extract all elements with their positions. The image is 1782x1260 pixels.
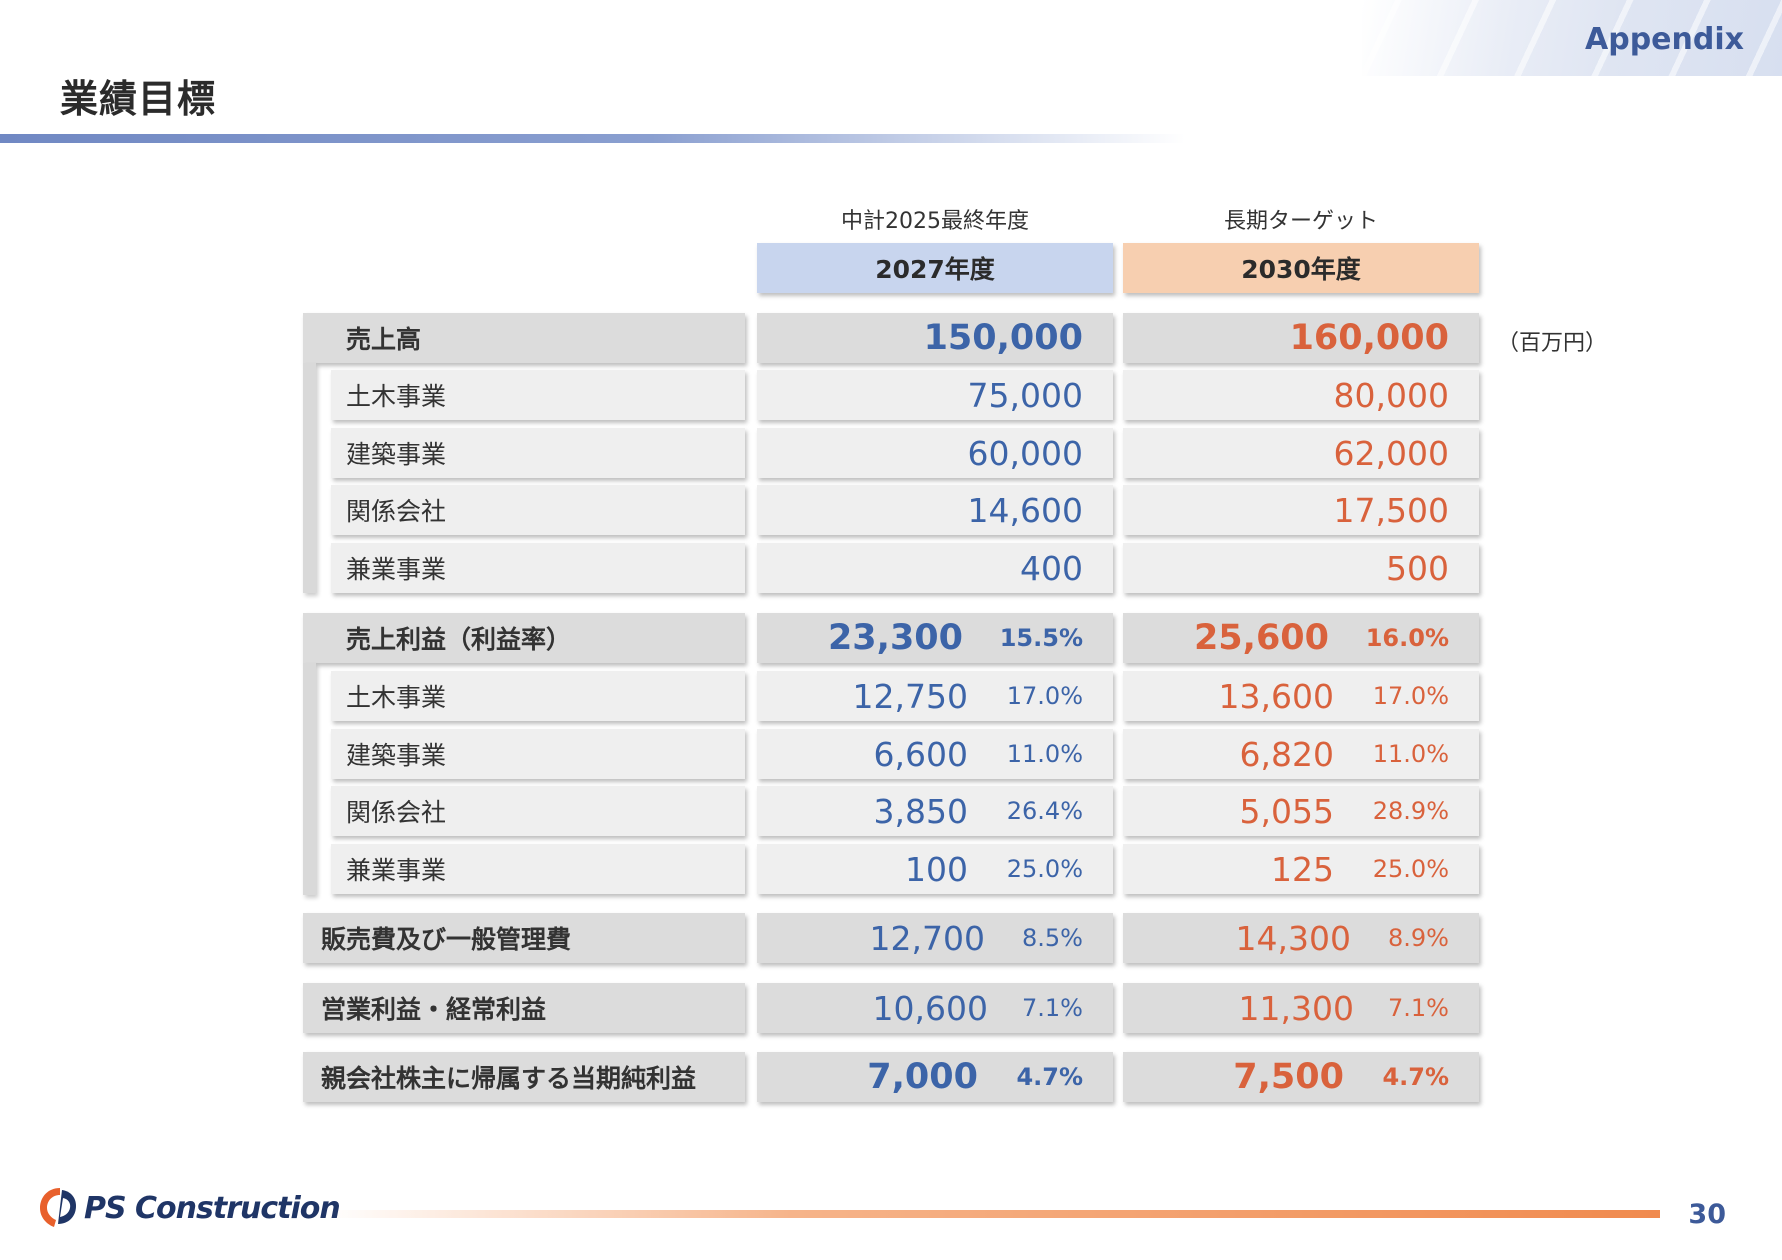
cell-sales-2027: 150,000 [757,313,1113,363]
cell-sales-building-2030: 62,000 [1123,428,1479,478]
cell-sales-affiliates-2030: 17,500 [1123,485,1479,535]
margin: 8.9% [1388,924,1449,952]
cell-sales-2030: 160,000 [1123,313,1479,363]
value: 23,300 [827,618,963,658]
cell-gross-other-2027: 100 25.0% [757,844,1113,894]
row-label-sales-building: 建築事業 [331,428,745,478]
margin: 28.9% [1372,797,1449,825]
row-label-operating-profit: 営業利益・経常利益 [303,983,745,1033]
page-number: 30 [1688,1199,1726,1230]
cell-gross-2027: 23,300 15.5% [757,613,1113,663]
margin: 4.7% [1382,1063,1449,1091]
value: 400 [1020,548,1083,588]
company-logo: PS Construction [38,1186,341,1230]
value: 13,600 [1218,676,1334,716]
margin: 15.5% [999,624,1083,652]
margin: 11.0% [1372,740,1449,768]
cell-gross-other-2030: 125 25.0% [1123,844,1479,894]
row-label-sales-other: 兼業事業 [331,543,745,593]
value: 75,000 [967,375,1083,415]
column-header-2027: 2027年度 [757,243,1113,293]
cell-sga-2030: 14,300 8.9% [1123,913,1479,963]
column-caption-2030: 長期ターゲット [1223,209,1378,234]
margin: 17.0% [1006,682,1083,710]
page-title: 業績目標 [60,77,217,121]
value: 11,300 [1238,988,1354,1028]
cell-gross-affiliates-2027: 3,850 26.4% [757,786,1113,836]
cell-operating-2030: 11,300 7.1% [1123,983,1479,1033]
logo-mark-icon [40,1188,76,1227]
value: 60,000 [967,433,1083,473]
row-label-net-income: 親会社株主に帰属する当期純利益 [303,1052,745,1102]
header-decoration [1362,0,1782,76]
value: 100 [905,849,968,889]
value: 7,500 [1233,1057,1344,1097]
value: 6,600 [873,734,968,774]
value: 14,300 [1235,918,1351,958]
company-name: PS Construction [84,1190,341,1226]
column-caption-2027: 中計2025最終年度 [841,209,1029,234]
row-label-sales: 売上高 [303,313,745,363]
unit-label: （百万円） [1497,331,1608,356]
row-label-sga: 販売費及び一般管理費 [303,913,745,963]
value: 6,820 [1239,734,1334,774]
cell-gross-2030: 25,600 16.0% [1123,613,1479,663]
cell-gross-civil-2027: 12,750 17.0% [757,671,1113,721]
value: 62,000 [1333,433,1449,473]
value: 7,000 [867,1057,978,1097]
cell-gross-building-2030: 6,820 11.0% [1123,729,1479,779]
footer-rule [325,1210,1660,1218]
value: 500 [1386,548,1449,588]
value: 5,055 [1239,791,1334,831]
row-label-sales-affiliates: 関係会社 [331,485,745,535]
value: 25,600 [1193,618,1329,658]
margin: 7.1% [1388,994,1449,1022]
row-label-gross-affiliates: 関係会社 [331,786,745,836]
value: 3,850 [873,791,968,831]
margin: 11.0% [1006,740,1083,768]
margin: 4.7% [1016,1063,1083,1091]
row-label-gross-profit: 売上利益（利益率） [303,613,745,663]
cell-sga-2027: 12,700 8.5% [757,913,1113,963]
value: 14,600 [967,490,1083,530]
value: 12,750 [852,676,968,716]
margin: 25.0% [1006,855,1083,883]
row-label-gross-other: 兼業事業 [331,844,745,894]
value: 12,700 [869,918,985,958]
cell-sales-building-2027: 60,000 [757,428,1113,478]
cell-gross-building-2027: 6,600 11.0% [757,729,1113,779]
value: 80,000 [1333,375,1449,415]
cell-sales-civil-2027: 75,000 [757,370,1113,420]
margin: 25.0% [1372,855,1449,883]
value: 150,000 [923,318,1083,358]
value: 17,500 [1333,490,1449,530]
margin: 16.0% [1365,624,1449,652]
cell-net-2030: 7,500 4.7% [1123,1052,1479,1102]
title-underline [0,134,1185,143]
cell-gross-civil-2030: 13,600 17.0% [1123,671,1479,721]
cell-sales-civil-2030: 80,000 [1123,370,1479,420]
margin: 7.1% [1022,994,1083,1022]
row-label-gross-building: 建築事業 [331,729,745,779]
gross-group-bracket [303,663,316,895]
row-label-sales-civil: 土木事業 [331,370,745,420]
value: 125 [1271,849,1334,889]
margin: 8.5% [1022,924,1083,952]
cell-sales-other-2030: 500 [1123,543,1479,593]
cell-operating-2027: 10,600 7.1% [757,983,1113,1033]
cell-sales-affiliates-2027: 14,600 [757,485,1113,535]
appendix-tag: Appendix [1585,22,1744,57]
cell-gross-affiliates-2030: 5,055 28.9% [1123,786,1479,836]
sales-group-bracket [303,363,316,593]
cell-sales-other-2027: 400 [757,543,1113,593]
margin: 26.4% [1006,797,1083,825]
row-label-gross-civil: 土木事業 [331,671,745,721]
margin: 17.0% [1372,682,1449,710]
value: 160,000 [1289,318,1449,358]
column-header-2030: 2030年度 [1123,243,1479,293]
cell-net-2027: 7,000 4.7% [757,1052,1113,1102]
value: 10,600 [872,988,988,1028]
